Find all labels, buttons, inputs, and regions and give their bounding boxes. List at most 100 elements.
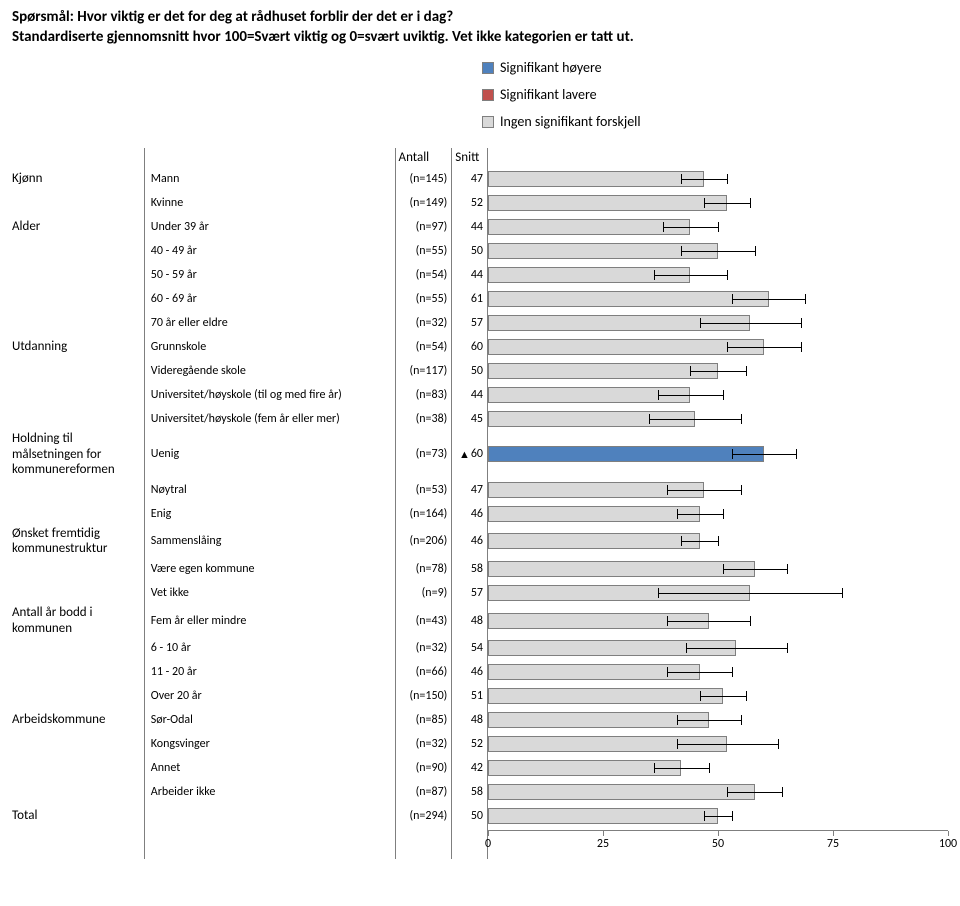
subgroup-label: 11 - 20 år [144,660,395,684]
bar-cell [488,335,949,359]
error-cap [704,811,705,821]
bar-cell [488,708,949,732]
error-bar [690,371,745,372]
header-chart-cell [488,148,949,167]
axis-tick [718,831,719,836]
bar-cell [488,502,949,526]
table-row: Kongsvinger(n=32)52 [12,732,948,756]
group-cell: Ønsket fremtidig kommunestruktur [12,526,144,557]
error-cap [732,294,733,304]
error-cap [677,509,678,519]
x-axis: 0255075100 [488,830,948,857]
table-row: Nøytral(n=53)47 [12,478,948,502]
error-cap [741,485,742,495]
bar-track [488,444,948,464]
group-cell: Utdanning [12,335,144,359]
subgroup-label: Nøytral [144,478,395,502]
value-number: 52 [471,737,483,751]
subgroup-label: Grunnskole [144,335,395,359]
legend-label-higher: Signifikant høyere [500,59,602,76]
group-cell [12,636,144,660]
bar [488,506,700,522]
header-group-cell [12,148,144,167]
bar-track [488,313,948,333]
table-row: Kvinne(n=149)52 [12,191,948,215]
report-page: Spørsmål: Hvor viktig er det for deg at … [0,0,960,871]
group-cell [12,311,144,335]
subgroup-label: Universitet/høyskole (til og med fire år… [144,383,395,407]
error-cap [732,667,733,677]
bar-cell [488,407,949,431]
group-cell [12,478,144,502]
value-number: 51 [471,689,483,703]
group-cell [12,756,144,780]
bar [488,219,690,235]
table-row: Antall år bodd i kommunenFem år eller mi… [12,605,948,636]
value-number: 47 [471,483,483,497]
value-cell: 50 [452,804,488,828]
subgroup-label: Kvinne [144,191,395,215]
n-cell: (n=83) [395,383,452,407]
value-cell: 46 [452,526,488,557]
table-row: ArbeidskommuneSør-Odal(n=85)48 [12,708,948,732]
subgroup-label: 70 år eller eldre [144,311,395,335]
subgroup-label: Universitet/høyskole (fem år eller mer) [144,407,395,431]
bar [488,808,718,824]
table-row: Arbeider ikke(n=87)58 [12,780,948,804]
value-cell: 57 [452,311,488,335]
bar-track [488,241,948,261]
bar [488,291,769,307]
error-cap [654,270,655,280]
error-cap [778,739,779,749]
value-number: 46 [471,534,483,548]
header-antall: Antall [395,148,452,167]
value-number: 48 [471,713,483,727]
bar [488,339,764,355]
bar-cell [488,780,949,804]
group-label: Utdanning [12,339,140,355]
bar-track [488,662,948,682]
table-row: Holdning til målsetningen for kommuneref… [12,431,948,478]
error-cap [787,564,788,574]
header-snitt: Snitt [452,148,488,167]
error-bar [700,696,746,697]
bar-track [488,559,948,579]
group-cell [12,581,144,605]
value-cell: 47 [452,478,488,502]
bar-cell [488,239,949,263]
group-label: Total [12,808,140,824]
table-row: Annet(n=90)42 [12,756,948,780]
n-cell: (n=150) [395,684,452,708]
bar [488,195,727,211]
legend-item-lower: Signifikant lavere [482,86,948,103]
n-cell: (n=90) [395,756,452,780]
subgroup-label: Enig [144,502,395,526]
bar-cell [488,660,949,684]
n-cell: (n=206) [395,526,452,557]
value-cell: 48 [452,605,488,636]
error-bar [667,490,741,491]
value-cell: ▲60 [452,431,488,478]
group-cell [12,660,144,684]
n-cell: (n=97) [395,215,452,239]
value-number: 57 [471,316,483,330]
error-bar [658,593,842,594]
n-cell: (n=149) [395,191,452,215]
group-cell: Holdning til målsetningen for kommuneref… [12,431,144,478]
subgroup-label: 60 - 69 år [144,287,395,311]
error-bar [658,395,722,396]
axis-label: 75 [827,837,839,851]
group-label: Kjønn [12,171,140,187]
value-cell: 50 [452,359,488,383]
n-cell: (n=85) [395,708,452,732]
group-cell: Arbeidskommune [12,708,144,732]
value-cell: 60 [452,335,488,359]
axis-cell: 0255075100 [488,828,949,859]
error-bar [654,768,709,769]
axis-tick [948,831,949,836]
subgroup-label: Fem år eller mindre [144,605,395,636]
bar-track [488,193,948,213]
bar-cell [488,431,949,478]
group-cell [12,502,144,526]
bar-track [488,217,948,237]
